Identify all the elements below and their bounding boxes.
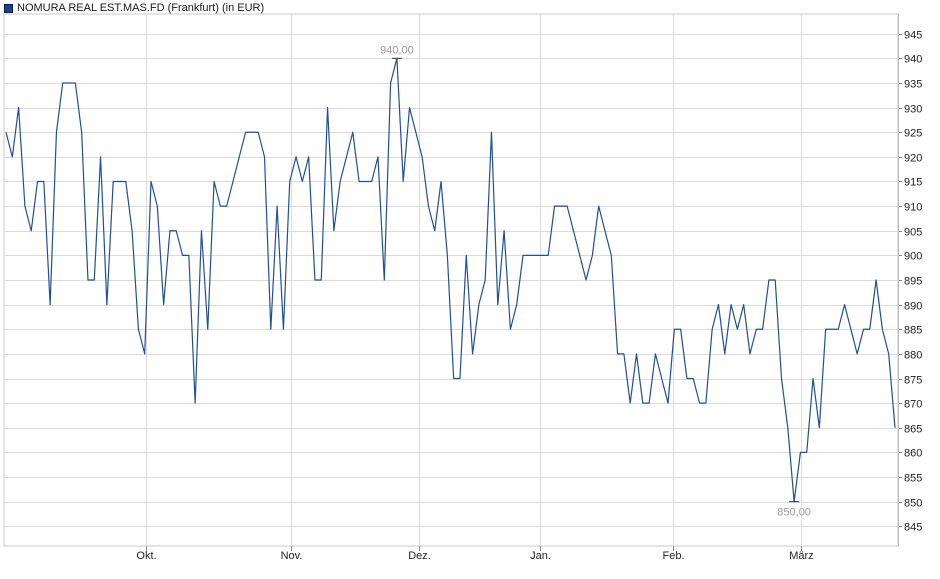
- y-tick-label: 850: [904, 498, 922, 510]
- x-tick-label: Jan.: [530, 550, 551, 562]
- y-tick-label: 935: [904, 79, 922, 91]
- x-tick-label: Nov.: [281, 550, 303, 562]
- y-tick-label: 885: [904, 325, 922, 337]
- x-tick-label: Okt.: [136, 550, 156, 562]
- y-tick-label: 915: [904, 177, 922, 189]
- y-tick-label: 910: [904, 202, 922, 214]
- y-tick-label: 930: [904, 104, 922, 116]
- y-tick-label: 875: [904, 375, 922, 387]
- y-tick-label: 895: [904, 276, 922, 288]
- y-tick-label: 920: [904, 153, 922, 165]
- y-tick-label: 900: [904, 251, 922, 263]
- y-tick-label: 890: [904, 301, 922, 313]
- x-tick-label: März: [789, 550, 813, 562]
- y-tick-label: 880: [904, 350, 922, 362]
- y-tick-label: 940: [904, 54, 922, 66]
- y-tick-label: 945: [904, 30, 922, 42]
- legend-label: NOMURA REAL EST.MAS.FD (Frankfurt) (in E…: [17, 2, 265, 14]
- y-tick-label: 860: [904, 448, 922, 460]
- y-tick-label: 865: [904, 424, 922, 436]
- y-tick-label: 905: [904, 227, 922, 239]
- x-tick-label: Feb.: [662, 550, 684, 562]
- y-tick-label: 925: [904, 128, 922, 140]
- price-series-line: [5, 57, 896, 503]
- max-annotation: 940,00: [380, 44, 414, 56]
- y-tick-label: 855: [904, 473, 922, 485]
- min-annotation: 850,00: [777, 507, 811, 519]
- chart-legend: NOMURA REAL EST.MAS.FD (Frankfurt) (in E…: [4, 1, 264, 15]
- legend-swatch: [4, 3, 13, 13]
- y-tick-label: 845: [904, 522, 922, 534]
- y-tick-label: 870: [904, 399, 922, 411]
- x-tick-label: Dez.: [408, 550, 431, 562]
